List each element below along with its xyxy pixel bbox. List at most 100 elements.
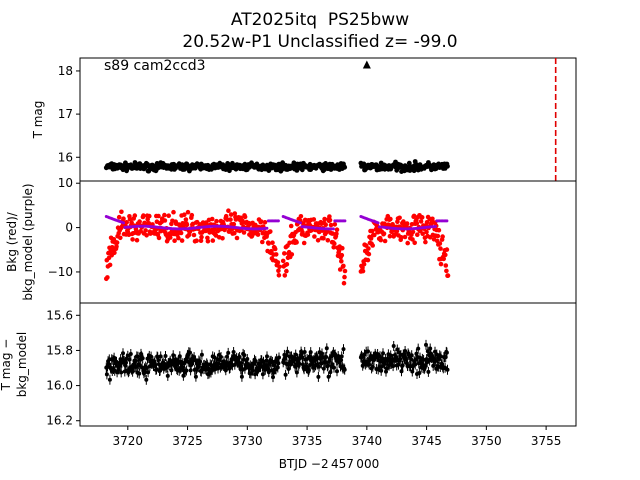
data-point xyxy=(395,347,400,352)
data-point xyxy=(124,360,128,365)
data-point xyxy=(137,371,142,376)
bkg-point xyxy=(424,220,430,225)
bkg-point xyxy=(258,219,264,224)
chart-subtitle: 20.52w-P1 Unclassified z= -99.0 xyxy=(182,32,458,52)
data-point xyxy=(294,370,299,375)
bkg-point xyxy=(156,213,161,219)
x-tick-label: 3725 xyxy=(172,434,203,448)
chart-title: AT2025itq PS25bww xyxy=(230,10,410,30)
bkg-point xyxy=(184,222,190,228)
bkg-point xyxy=(444,247,450,252)
data-point xyxy=(144,377,149,382)
bkg-point xyxy=(437,241,443,246)
bkg-point xyxy=(301,240,307,246)
bkg-point xyxy=(438,261,444,267)
data-point xyxy=(193,374,198,379)
bkg-point xyxy=(228,217,233,222)
bkg-point xyxy=(368,236,374,241)
bkg-point xyxy=(340,245,345,251)
data-point xyxy=(324,346,329,351)
data-point xyxy=(128,352,133,356)
bottom-panel: 15.6 15.8 16.0 16.2 T mag − bkg_model xyxy=(0,302,577,428)
data-point xyxy=(193,358,198,363)
bkg-point xyxy=(323,222,329,228)
bkg-point xyxy=(441,256,447,262)
data-point xyxy=(169,368,174,373)
bkg-point xyxy=(341,280,347,286)
data-point xyxy=(140,356,145,361)
data-point xyxy=(444,350,449,355)
data-point xyxy=(319,361,324,366)
bkg-point xyxy=(255,232,261,237)
data-point xyxy=(223,368,228,373)
bkg-point xyxy=(341,263,346,269)
x-tick-label: 3745 xyxy=(411,434,442,448)
data-point xyxy=(184,368,189,373)
data-point xyxy=(198,359,203,364)
bkg-point xyxy=(443,252,448,258)
data-point xyxy=(339,354,344,359)
data-point xyxy=(212,355,217,360)
bkg-point xyxy=(198,238,204,243)
bkg-point xyxy=(112,250,117,256)
data-point xyxy=(445,367,450,372)
y-axis-label: bkg_model (purple) xyxy=(21,183,35,300)
data-point xyxy=(165,373,170,378)
data-point xyxy=(322,167,327,173)
bkg-point xyxy=(289,252,295,257)
bkg-point xyxy=(361,261,367,267)
data-point xyxy=(283,372,288,377)
bkg-point xyxy=(268,229,273,234)
bkg-point xyxy=(273,252,279,257)
data-point xyxy=(219,355,223,359)
bkg-point xyxy=(266,241,272,246)
y-tick-label: 18 xyxy=(58,64,73,78)
data-point xyxy=(154,367,159,372)
data-point xyxy=(308,363,313,367)
bkg-model-point xyxy=(445,219,449,223)
bkg-point xyxy=(242,214,248,220)
y-tick-label: 16.0 xyxy=(46,379,73,393)
bkg-point xyxy=(114,244,119,249)
bkg-point xyxy=(209,216,215,222)
bkg-point xyxy=(162,212,167,218)
data-point xyxy=(171,353,176,358)
y-axis-label: T mag − xyxy=(0,339,13,392)
y-tick-label: −10 xyxy=(48,265,73,279)
x-tick-label: 3750 xyxy=(471,434,502,448)
bkg-point xyxy=(321,236,326,241)
y-axis-label: bkg_model xyxy=(15,332,29,398)
data-point xyxy=(163,354,168,358)
data-point xyxy=(250,368,255,373)
bkg-point xyxy=(381,231,387,236)
y-tick-label: 10 xyxy=(58,176,73,190)
bkg-point xyxy=(443,263,449,268)
data-point xyxy=(253,359,258,364)
bkg-model-point xyxy=(433,225,437,228)
data-point xyxy=(403,349,408,353)
bkg-point xyxy=(269,248,274,254)
bkg-point xyxy=(282,251,287,256)
bkg-point xyxy=(132,213,138,218)
bkg-point xyxy=(127,216,133,222)
bkg-point xyxy=(199,234,204,240)
data-point xyxy=(342,164,348,170)
bkg-point xyxy=(322,216,327,222)
bkg-point xyxy=(410,237,415,242)
bkg-point xyxy=(294,240,299,245)
bkg-point xyxy=(397,215,402,221)
data-point xyxy=(302,350,307,354)
bkg-point xyxy=(402,234,408,240)
data-point xyxy=(299,167,305,173)
bkg-point xyxy=(332,241,337,246)
bkg-point xyxy=(178,230,184,236)
data-point xyxy=(239,361,244,366)
bkg-point xyxy=(130,237,135,242)
bkg-point xyxy=(339,252,345,258)
data-point xyxy=(239,374,244,379)
sector-annotation: s89 cam2ccd3 xyxy=(104,58,206,74)
data-point xyxy=(330,362,335,367)
data-point xyxy=(391,344,396,348)
bkg-point xyxy=(114,240,120,245)
